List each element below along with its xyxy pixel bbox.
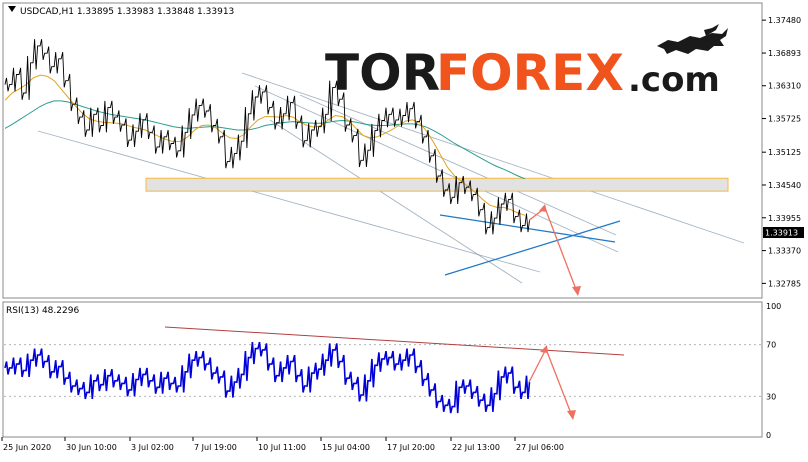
current-price-label: 1.33913: [765, 229, 798, 238]
symbol-header: USDCAD,H1 1.33895 1.33983 1.33848 1.3391…: [20, 7, 234, 17]
forecast-up-arrowhead: [539, 204, 547, 212]
price-tick-label: 1.33370: [768, 247, 801, 256]
channel-line: [299, 94, 617, 236]
logo-text-tor: TOR: [325, 44, 440, 102]
rsi-tick-label: 100: [766, 302, 781, 311]
rsi-forecast-arrows: [528, 345, 576, 420]
price-series: [4, 39, 530, 235]
channel-line: [37, 130, 541, 273]
time-tick-label: 30 Jun 10:00: [66, 443, 117, 452]
logo-text-forex: FOREX: [436, 44, 624, 102]
rsi-forecast-up-arrowhead: [540, 345, 548, 353]
price-tick-label: 1.36310: [768, 82, 801, 91]
channel-line: [254, 85, 619, 253]
price-axis: 1.37480 1.36893 1.36310 1.35725 1.35125 1.345…: [762, 16, 801, 288]
time-tick-label: 7 Jul 19:00: [194, 443, 237, 452]
forecast-down-arrow: [544, 207, 578, 293]
price-tick-label: 1.33955: [768, 214, 801, 223]
rsi-header: RSI(13) 48.2296: [6, 306, 79, 316]
price-tick-label: 1.34540: [768, 181, 801, 190]
torforex-logo: TOR FOREX .com: [325, 24, 728, 102]
channel-line: [269, 119, 523, 284]
support-trend-line: [444, 220, 621, 276]
price-tick-label: 1.37480: [768, 16, 801, 25]
rsi-axis: 100 70 30 0: [766, 302, 781, 440]
collapse-arrow-icon[interactable]: [8, 6, 16, 12]
rsi-forecast-down-arrow: [545, 348, 573, 417]
time-tick-label: 22 Jul 13:00: [452, 443, 500, 452]
rsi-tick-label: 30: [766, 392, 776, 401]
price-line: [4, 39, 530, 235]
price-tick-label: 1.32785: [768, 279, 801, 288]
time-tick-label: 10 Jul 11:00: [258, 443, 306, 452]
resistance-zone-box: [145, 177, 729, 192]
time-tick-label: 15 Jul 04:00: [322, 443, 370, 452]
current-price-box: [763, 227, 804, 238]
price-tick-label: 1.35125: [768, 148, 801, 157]
rsi-series: [4, 341, 531, 414]
rsi-panel: RSI(13) 48.2296 100 70 30 0: [2, 301, 781, 440]
time-axis: 25 Jun 2020 30 Jun 10:00 3 Jul 02:00 7 Jul …: [1, 437, 564, 452]
price-tick-label: 1.36893: [768, 49, 801, 58]
forecast-arrows: [528, 204, 581, 296]
price-panel: USDCAD,H1 1.33895 1.33983 1.33848 1.3391…: [2, 2, 804, 299]
time-tick-label: 17 Jul 20:00: [387, 443, 435, 452]
logo-text-com: .com: [628, 60, 720, 100]
rsi-forecast-up-arrow: [528, 348, 547, 383]
forecast-down-arrowhead: [572, 286, 581, 296]
rsi-level-lines: [4, 344, 761, 397]
price-tick-label: 1.35725: [768, 115, 801, 124]
rsi-line: [4, 341, 531, 414]
channel-line: [241, 72, 745, 244]
bull-icon: [657, 24, 728, 54]
rsi-forecast-down-arrowhead: [567, 410, 576, 420]
time-tick-label: 25 Jun 2020: [3, 443, 51, 452]
rsi-tick-label: 0: [766, 431, 771, 440]
resistance-zone: [145, 177, 729, 192]
rsi-tick-label: 70: [766, 341, 776, 350]
time-tick-label: 27 Jul 06:00: [516, 443, 564, 452]
ma-slow-line: [4, 100, 526, 180]
time-tick-label: 3 Jul 02:00: [131, 443, 174, 452]
